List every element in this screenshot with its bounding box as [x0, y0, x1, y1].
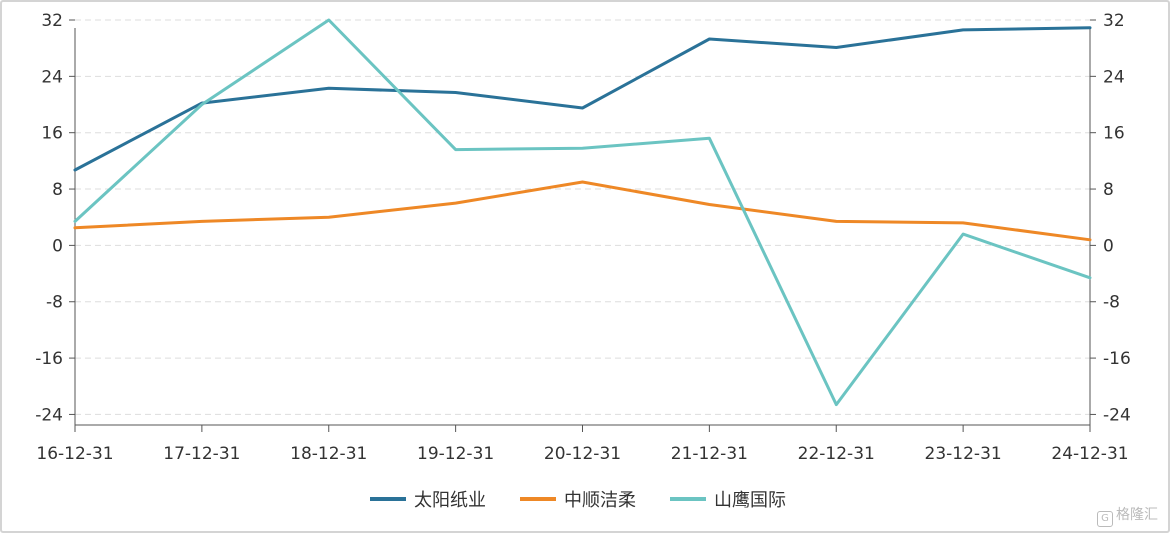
x-tick-label: 24-12-31	[1051, 444, 1128, 464]
watermark-text: 格隆汇	[1116, 507, 1158, 523]
legend: 太阳纸业 中顺洁柔 山鹰国际	[370, 490, 786, 511]
y-tick-label-left: 8	[52, 180, 63, 200]
x-tick-label: 16-12-31	[36, 444, 113, 464]
y-tick-label-right: 24	[1103, 67, 1125, 87]
x-tick-label: 18-12-31	[290, 444, 367, 464]
series-lines	[73, 18, 1092, 407]
y-tick-label-left: -8	[46, 293, 63, 313]
x-tick-label: 19-12-31	[417, 444, 494, 464]
x-tick-label: 20-12-31	[544, 444, 621, 464]
y-tick-label-right: 16	[1103, 124, 1125, 144]
y-tick-label-right: -16	[1103, 349, 1131, 369]
y-tick-label-left: -16	[35, 349, 63, 369]
legend-label-1: 太阳纸业	[414, 490, 486, 511]
y-tick-label-right: 8	[1103, 180, 1114, 200]
watermark: G 格隆汇	[1097, 504, 1158, 527]
legend-label-3: 山鹰国际	[714, 490, 786, 511]
series-line-3	[73, 18, 1092, 407]
series-line-1	[73, 26, 1092, 172]
x-tick-label: 21-12-31	[671, 444, 748, 464]
y-tick-label-right: -24	[1103, 405, 1131, 425]
legend-label-2: 中顺洁柔	[564, 490, 636, 511]
x-tick-label: 23-12-31	[925, 444, 1002, 464]
grid-lines	[75, 19, 1090, 415]
watermark-logo-icon: G	[1097, 511, 1113, 527]
series-line-2	[73, 180, 1092, 242]
x-tick-label: 17-12-31	[163, 444, 240, 464]
y-tick-label-right: 32	[1103, 11, 1125, 31]
axes: 32 32 24 24 16 16 8 8 0 0 -8 -8 -16 -16 -24 -24 16-12-31…	[35, 11, 1131, 464]
x-tick-label: 22-12-31	[798, 444, 875, 464]
y-tick-label-left: 32	[41, 11, 63, 31]
y-tick-label-left: 16	[41, 124, 63, 144]
y-tick-label-left: 24	[41, 67, 63, 87]
y-tick-label-left: -24	[35, 405, 63, 425]
y-tick-label-right: 0	[1103, 236, 1114, 256]
y-tick-label-right: -8	[1103, 293, 1120, 313]
y-tick-label-left: 0	[52, 236, 63, 256]
